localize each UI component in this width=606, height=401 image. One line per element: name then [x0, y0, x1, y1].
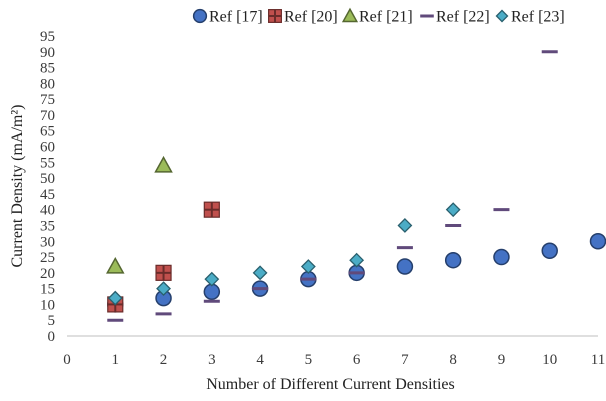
x-tick-label: 9 [498, 352, 506, 368]
data-point [397, 218, 413, 233]
data-point [493, 248, 510, 266]
y-tick-label: 65 [40, 124, 55, 140]
y-tick-label: 95 [40, 29, 55, 45]
y-tick-label: 5 [48, 313, 56, 329]
data-point [300, 259, 316, 274]
data-point [445, 202, 461, 218]
data-point [154, 155, 173, 173]
x-tick-label: 5 [305, 352, 313, 368]
series-ref-21 [105, 155, 173, 274]
data-point [541, 242, 558, 259]
x-tick-label: 6 [353, 352, 361, 368]
data-point [156, 281, 171, 297]
series-ref-22 [107, 50, 558, 322]
x-tick-label: 8 [449, 352, 457, 368]
y-tick-label: 50 [40, 171, 55, 187]
y-tick-label: 20 [40, 266, 55, 282]
y-tick-label: 0 [48, 329, 56, 345]
legend-marker [341, 7, 359, 23]
x-tick-label: 4 [256, 352, 264, 368]
y-tick-label: 80 [40, 76, 55, 92]
y-tick-label: 15 [40, 282, 55, 298]
data-point [589, 233, 606, 250]
y-tick-label: 55 [40, 155, 55, 171]
legend-item: Ref [21] [341, 7, 413, 26]
legend-item: Ref [20] [268, 9, 338, 26]
y-tick-label: 70 [40, 108, 55, 124]
data-point [105, 256, 125, 274]
legend-label: Ref [17] [209, 9, 263, 26]
data-point [444, 251, 462, 269]
legend-marker [192, 8, 208, 24]
data-point [155, 264, 172, 281]
data-point [252, 265, 268, 281]
legend-label: Ref [22] [436, 9, 490, 26]
y-tick-label: 45 [40, 187, 55, 203]
y-axis-title: Current Density (mA/m²) [9, 105, 26, 268]
data-point [349, 252, 365, 268]
data-point [204, 271, 220, 287]
y-tick-label: 75 [40, 92, 55, 108]
legend-label: Ref [21] [359, 9, 413, 26]
data-points [105, 50, 606, 322]
legend: Ref [17] Ref [20] Ref [21] Ref [22] Ref [23] [192, 7, 565, 26]
data-point [203, 201, 220, 218]
y-tick-label: 30 [40, 234, 55, 250]
data-point [107, 290, 123, 306]
y-tick-label: 10 [40, 297, 55, 313]
y-tick-label: 85 [40, 61, 55, 77]
y-tick-label: 40 [40, 203, 55, 219]
legend-item: Ref [23] [495, 9, 565, 26]
legend-item: Ref [17] [192, 8, 263, 26]
legend-label: Ref [23] [511, 9, 565, 26]
x-tick-label: 1 [112, 352, 120, 368]
x-axis-title: Number of Different Current Densities [206, 376, 455, 393]
data-point [396, 258, 414, 275]
x-tick-label: 2 [160, 352, 168, 368]
x-tick-label: 0 [63, 352, 71, 368]
x-tick-label: 7 [401, 352, 409, 368]
x-tick-label: 3 [208, 352, 216, 368]
x-tick-label: 11 [591, 352, 605, 368]
y-tick-label: 35 [40, 218, 55, 234]
x-axis-ticks: 0 1 2 3 4 5 6 7 8 9 10 11 [63, 352, 605, 368]
y-tick-label: 90 [40, 45, 55, 61]
legend-label: Ref [20] [284, 9, 338, 26]
y-tick-label: 60 [40, 140, 55, 156]
series-ref-23 [107, 202, 461, 306]
legend-marker [495, 9, 509, 23]
legend-marker [268, 9, 282, 23]
x-tick-label: 10 [542, 352, 557, 368]
legend-item: Ref [22] [420, 9, 490, 26]
y-tick-label: 25 [40, 250, 55, 266]
